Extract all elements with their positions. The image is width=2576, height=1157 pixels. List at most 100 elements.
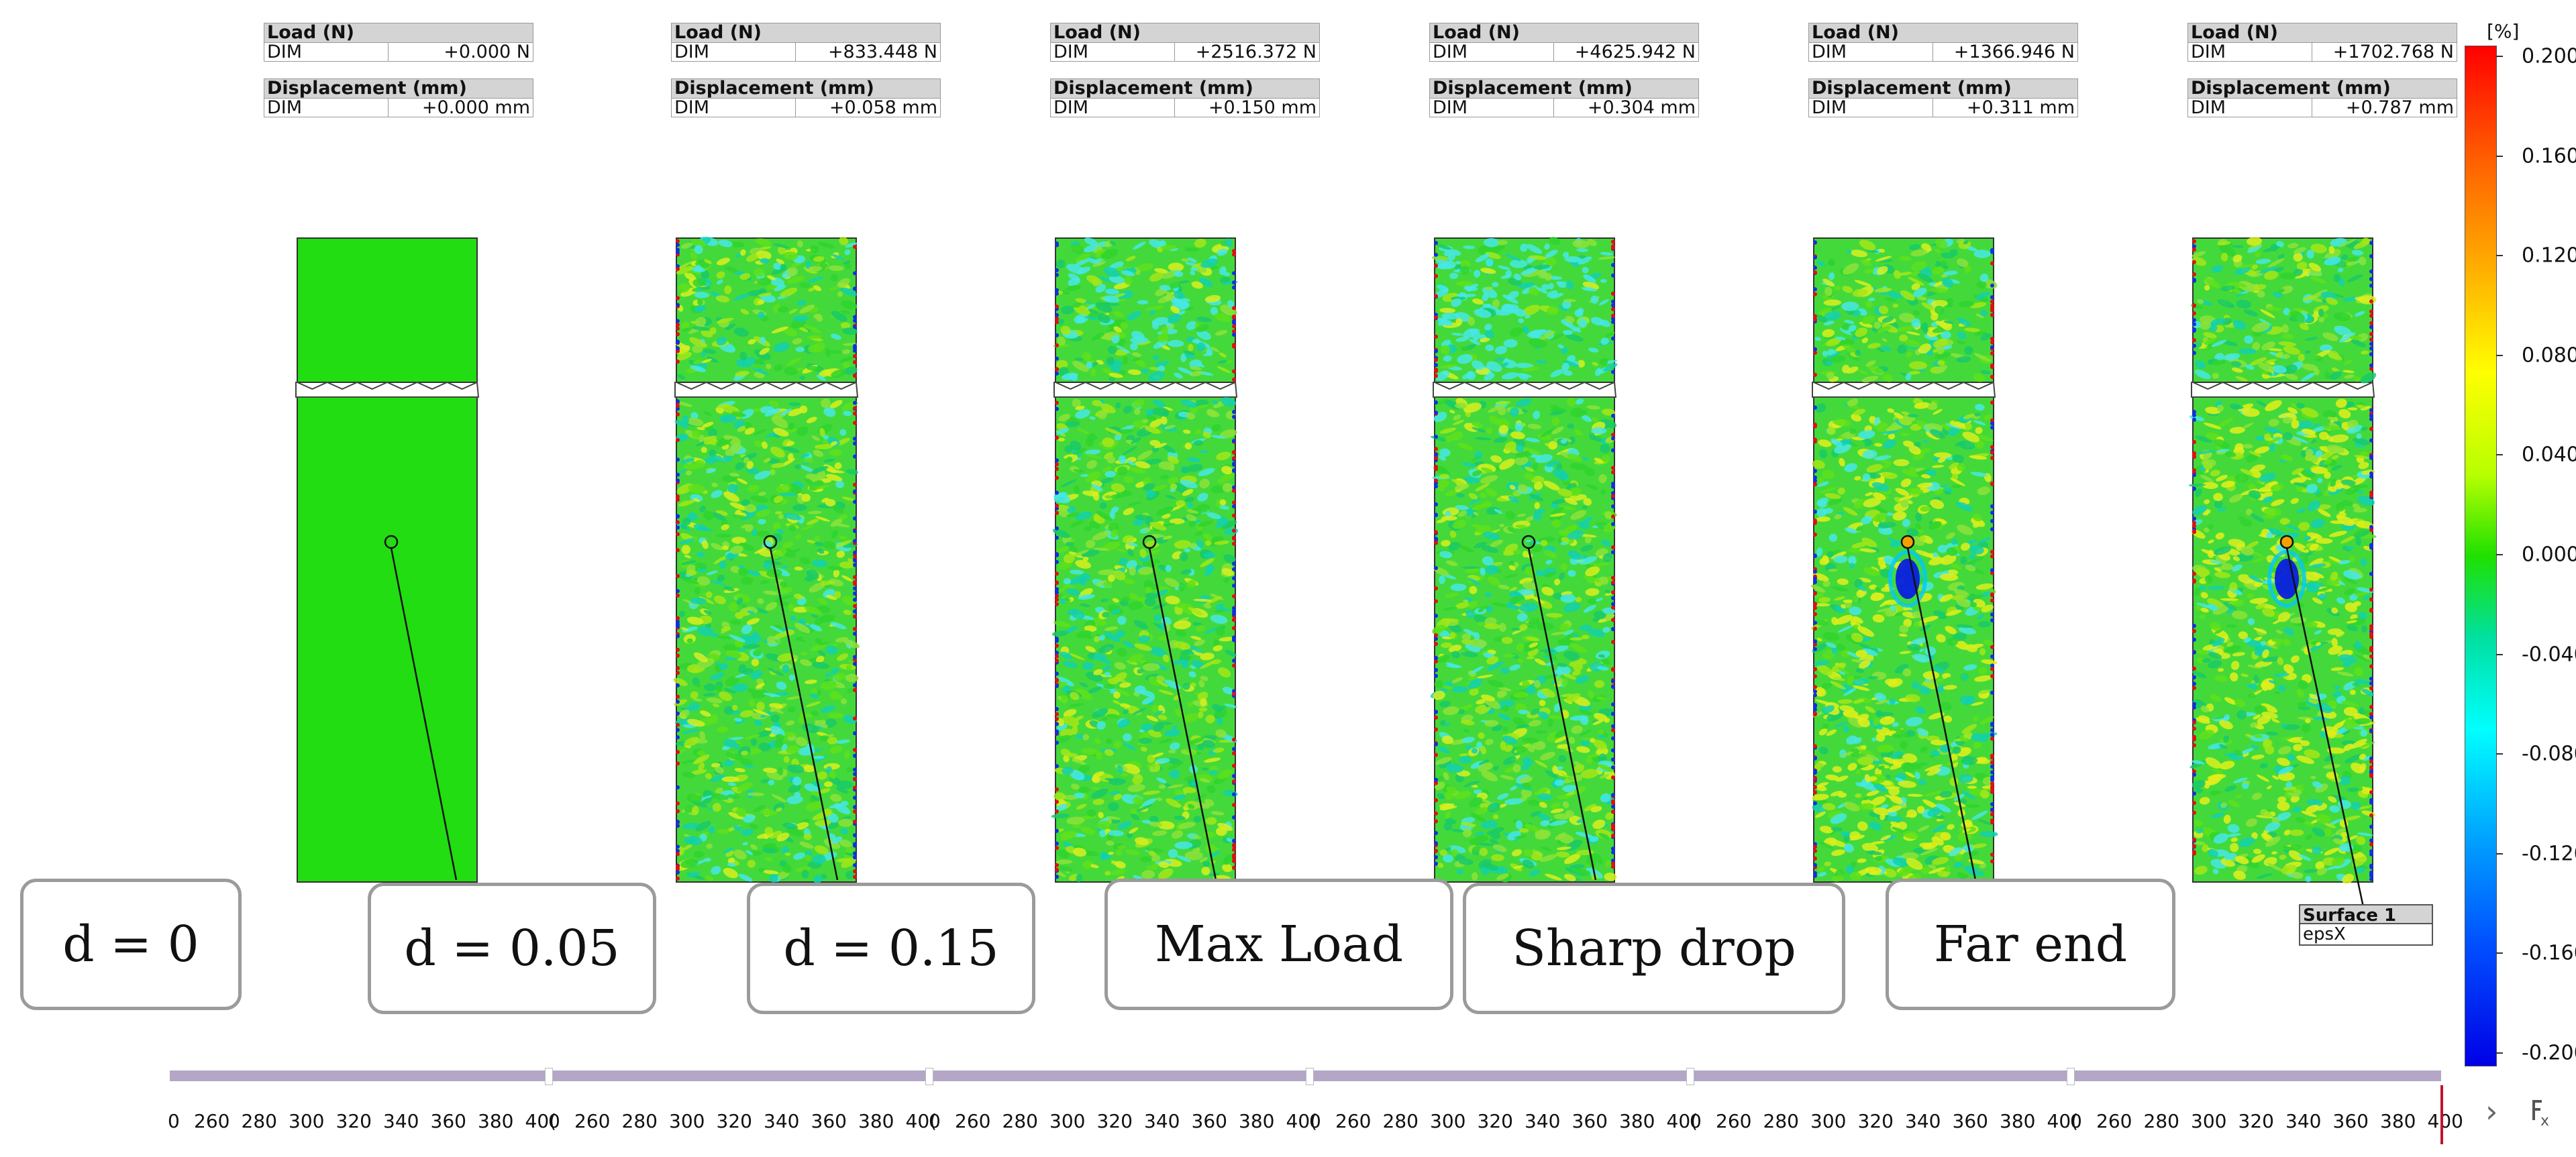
load-title: Load (N) (1050, 23, 1320, 42)
timeline-tick-label: 320 (716, 1110, 752, 1132)
timeline-tick-label: 280 (1002, 1110, 1038, 1132)
probe-leader-line (1906, 547, 1977, 881)
strain-hotspot (2275, 559, 2299, 599)
timeline-tick-label: 300 (1430, 1110, 1466, 1132)
colorbar-tick-mark (2496, 753, 2503, 755)
probe-leader-line (1148, 547, 1217, 881)
timeline-segment[interactable] (1311, 1070, 1687, 1081)
displacement-row: DIM +0.787 mm (2187, 98, 2457, 117)
timeline-cursor[interactable] (2440, 1085, 2443, 1144)
load-value: +1702.768 N (2332, 42, 2454, 62)
colorbar-tick-mark (2496, 1052, 2503, 1054)
probe-point (2279, 535, 2294, 549)
crack (1053, 381, 1238, 398)
info-panel: Load (N) DIM +0.000 N Displacement (mm) … (264, 23, 533, 117)
timeline-tick-label: 260 (955, 1110, 991, 1132)
displacement-key: DIM (264, 99, 389, 117)
displacement-value: +0.058 mm (829, 97, 937, 118)
colorbar-tick-label: 0.040 (2522, 443, 2576, 467)
info-panel: Load (N) DIM +1702.768 N Displacement (m… (2187, 23, 2457, 117)
timeline-tick-label: 300 (1810, 1110, 1847, 1132)
colorbar-tick-mark (2496, 155, 2503, 157)
colorbar-tick-label: -0.080 (2522, 742, 2576, 766)
timeline-tick-label: 360 (811, 1110, 847, 1132)
stage-label: d = 0 (20, 879, 242, 1010)
specimen-1[interactable] (295, 237, 480, 883)
timeline-tick-label: 280 (1763, 1110, 1799, 1132)
stage-label: Max Load (1104, 879, 1453, 1010)
specimen-6[interactable] (2188, 237, 2378, 907)
timeline-tick-label: 40( (1286, 1110, 1318, 1132)
specimen-4[interactable] (1429, 235, 1618, 883)
timeline-tick-label: 400 (2427, 1110, 2463, 1132)
load-row: DIM +0.000 N (264, 42, 533, 62)
clear-filter-icon[interactable]: x (2528, 1097, 2555, 1130)
specimen-top (297, 237, 478, 383)
timeline-segment[interactable] (550, 1070, 926, 1081)
timeline-tick-label: 40( (1666, 1110, 1698, 1132)
specimen-5[interactable] (1810, 237, 1998, 885)
load-title: Load (N) (1429, 23, 1699, 42)
stage-label: Sharp drop (1463, 883, 1845, 1014)
colorbar-tick-label: 0.120 (2522, 243, 2576, 268)
colorbar-tick-label: -0.200 (2522, 1041, 2576, 1065)
load-value: +4625.942 N (1574, 42, 1696, 62)
displacement-title: Displacement (mm) (671, 78, 941, 98)
specimen-3[interactable] (1051, 236, 1239, 883)
load-key: DIM (1809, 43, 1933, 61)
timeline-tick-label: 260 (1716, 1110, 1752, 1132)
load-key: DIM (672, 43, 796, 61)
probe-leader-line (390, 547, 458, 881)
timeline-separator[interactable] (925, 1068, 933, 1085)
timeline-tick-label: 320 (336, 1110, 372, 1132)
timeline-tick-label: 340 (1144, 1110, 1180, 1132)
load-row: DIM +833.448 N (671, 42, 941, 62)
timeline-tick-label: 260 (2096, 1110, 2132, 1132)
colorbar-tick-mark (2496, 56, 2503, 57)
strain-hotspot (1896, 559, 1920, 599)
timeline-tick-label: 320 (2238, 1110, 2274, 1132)
displacement-value: +0.150 mm (1208, 97, 1317, 118)
load-row: DIM +4625.942 N (1429, 42, 1699, 62)
displacement-value: +0.304 mm (1587, 97, 1696, 118)
timeline-separator[interactable] (2067, 1068, 2075, 1085)
timeline-segment[interactable] (1692, 1070, 2067, 1081)
colorbar-tick-label: 0.200 (2522, 44, 2576, 68)
displacement-key: DIM (2188, 99, 2312, 117)
load-value: +0.000 N (444, 42, 530, 62)
timeline-segment[interactable] (2072, 1070, 2441, 1081)
load-row: DIM +2516.372 N (1050, 42, 1320, 62)
displacement-key: DIM (1430, 99, 1554, 117)
timeline-separator[interactable] (1306, 1068, 1314, 1085)
timeline-tick-label: 360 (1952, 1110, 1988, 1132)
colorbar-tick-label: 0.000 (2522, 543, 2576, 567)
timeline-tick-label: 260 (194, 1110, 230, 1132)
timeline-tick-label: 360 (1191, 1110, 1227, 1132)
colorbar-tick-label: 0.080 (2522, 343, 2576, 368)
load-value: +833.448 N (827, 42, 937, 62)
crack (2191, 381, 2375, 398)
chevron-right-icon[interactable]: › (2485, 1093, 2498, 1130)
load-title: Load (N) (264, 23, 533, 42)
probe-leader-line (2285, 547, 2365, 907)
specimen-bottom (297, 388, 478, 883)
load-row: DIM +1702.768 N (2187, 42, 2457, 62)
specimen-2[interactable] (672, 235, 861, 885)
timeline-separator[interactable] (545, 1068, 553, 1085)
timeline-tick-label: 320 (1096, 1110, 1133, 1132)
surface-tag-title: Surface 1 (2299, 904, 2433, 926)
probe-leader-line (769, 547, 839, 881)
timeline-tick-label: 0 (548, 1110, 560, 1132)
info-panel: Load (N) DIM +833.448 N Displacement (mm… (671, 23, 941, 117)
crack (1812, 381, 1996, 398)
timeline-segment[interactable] (931, 1070, 1306, 1081)
load-key: DIM (2188, 43, 2312, 61)
timeline-segment[interactable] (170, 1070, 546, 1081)
surface-tag-value: epsX (2299, 924, 2433, 946)
timeline-tick-label: 340 (1525, 1110, 1561, 1132)
surface-tag[interactable]: Surface 1 epsX (2299, 904, 2433, 946)
timeline-tick-label: 0 (168, 1110, 180, 1132)
timeline-separator[interactable] (1686, 1068, 1694, 1085)
timeline-tick-label: 280 (621, 1110, 658, 1132)
